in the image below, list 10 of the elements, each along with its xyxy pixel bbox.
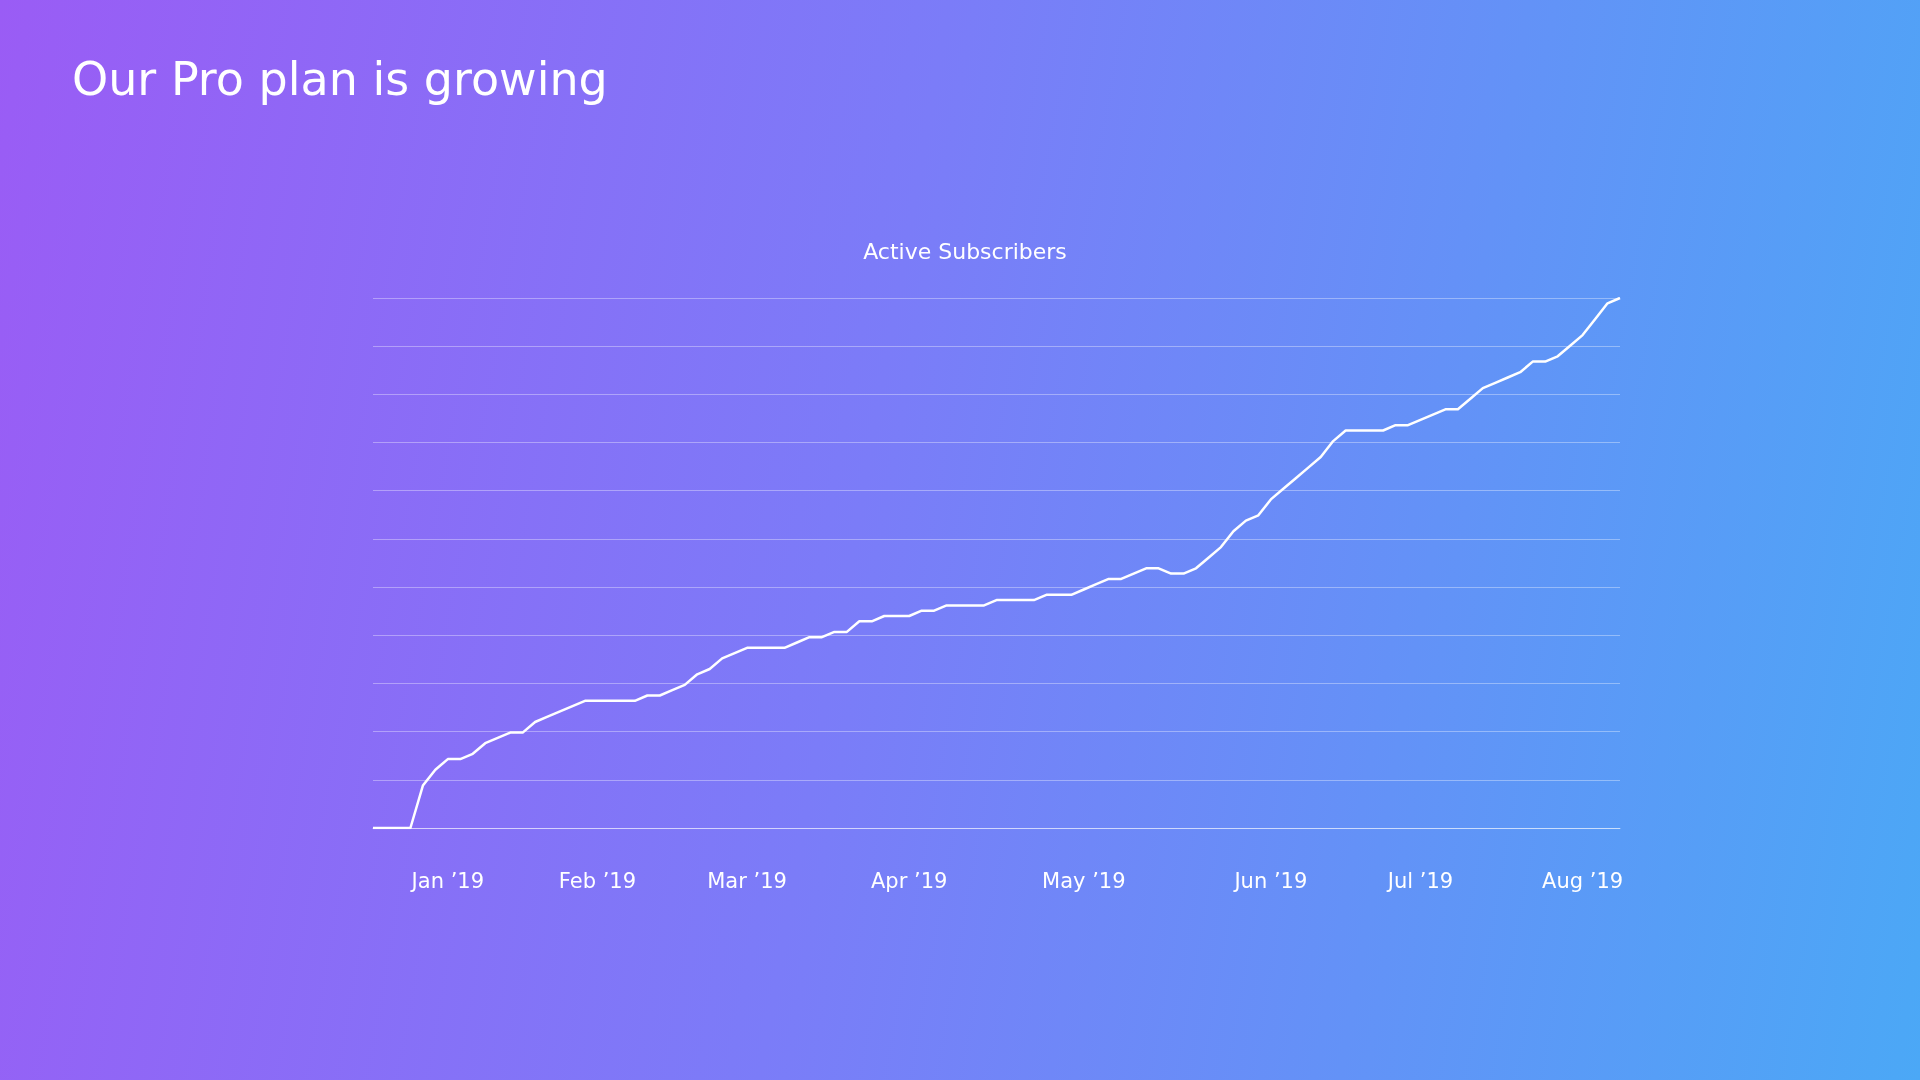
x-tick-label: Apr ’19 bbox=[871, 868, 948, 893]
x-tick-label: May ’19 bbox=[1042, 868, 1126, 893]
x-tick-label: Mar ’19 bbox=[707, 868, 787, 893]
x-tick-label: Jul ’19 bbox=[1385, 868, 1454, 893]
x-tick-label: Jun ’19 bbox=[1232, 868, 1308, 893]
chart-title: Our Pro plan is growing bbox=[72, 52, 608, 106]
chart-subtitle: Active Subscribers bbox=[863, 238, 1067, 264]
x-tick-label: Feb ’19 bbox=[558, 868, 637, 893]
x-tick-label: Aug ’19 bbox=[1542, 868, 1624, 893]
x-tick-label: Jan ’19 bbox=[409, 868, 485, 893]
